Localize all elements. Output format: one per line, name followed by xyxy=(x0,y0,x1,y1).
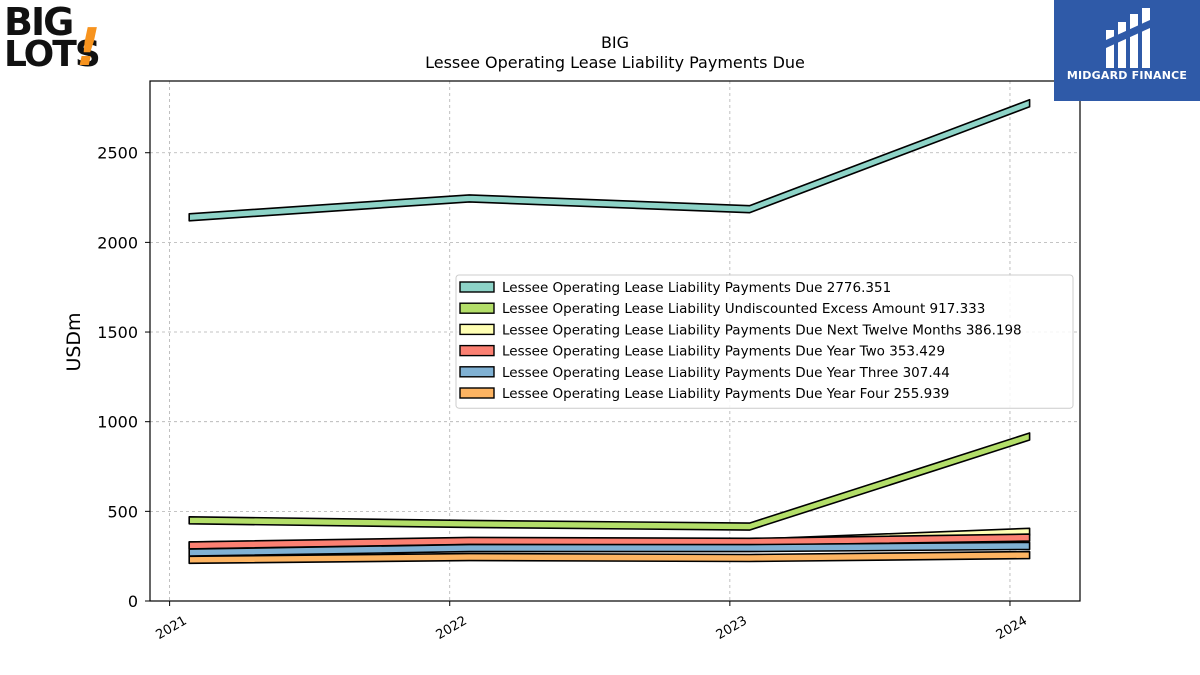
y-tick-label: 500 xyxy=(107,502,138,521)
x-tick-label: 2023 xyxy=(714,613,750,643)
series-band-5 xyxy=(188,550,1031,565)
big-lots-logo: BIG LOTS ! xyxy=(4,0,107,78)
legend-swatch xyxy=(459,323,495,336)
y-axis-label: USDm xyxy=(63,312,85,371)
y-tick-label: 1500 xyxy=(97,323,138,342)
x-tick-label: 2022 xyxy=(434,613,470,643)
chart-subtitle: Lessee Operating Lease Liability Payment… xyxy=(425,53,805,72)
legend: Lessee Operating Lease Liability Payment… xyxy=(455,274,1074,409)
legend-swatch xyxy=(459,344,495,357)
legend-box xyxy=(455,274,1074,409)
x-tick-label: 2021 xyxy=(153,613,189,643)
midgard-finance-text: MIDGARD FINANCE xyxy=(1066,69,1188,82)
series-layer xyxy=(188,98,1031,565)
legend-entry: Lessee Operating Lease Liability Payment… xyxy=(502,344,945,360)
midgard-mark-icon xyxy=(1106,8,1150,68)
chart-title: BIG xyxy=(601,33,629,52)
legend-entry: Lessee Operating Lease Liability Payment… xyxy=(502,322,1022,338)
logo-text-big: BIG xyxy=(4,0,74,44)
legend-entry: Lessee Operating Lease Liability Payment… xyxy=(502,386,949,402)
x-tick-label: 2024 xyxy=(994,613,1030,643)
legend-swatch xyxy=(459,302,495,314)
y-tick-label: 0 xyxy=(128,592,138,611)
logo-exclamation: ! xyxy=(69,18,107,78)
y-tick-label: 2000 xyxy=(97,233,138,252)
legend-swatch xyxy=(459,281,495,293)
legend-entry: Lessee Operating Lease Liability Payment… xyxy=(502,365,950,381)
series-band-1 xyxy=(188,432,1031,531)
plot-frame xyxy=(149,80,1081,602)
y-tick-label: 2500 xyxy=(97,144,138,163)
legend-swatch xyxy=(459,366,495,378)
logo-text-lots: LOTS xyxy=(4,34,101,75)
legend-entry: Lessee Operating Lease Liability Undisco… xyxy=(502,301,985,317)
midgard-finance-logo: MIDGARD FINANCE xyxy=(1054,0,1200,101)
y-tick-label: 1000 xyxy=(97,413,138,432)
axes: 0 500 1000 1500 2000 2500 2021 2022 2023 2024 xyxy=(97,144,1030,643)
legend-entry: Lessee Operating Lease Liability Payment… xyxy=(502,280,891,296)
legend-swatch xyxy=(459,387,495,399)
series-band-0 xyxy=(188,98,1031,222)
